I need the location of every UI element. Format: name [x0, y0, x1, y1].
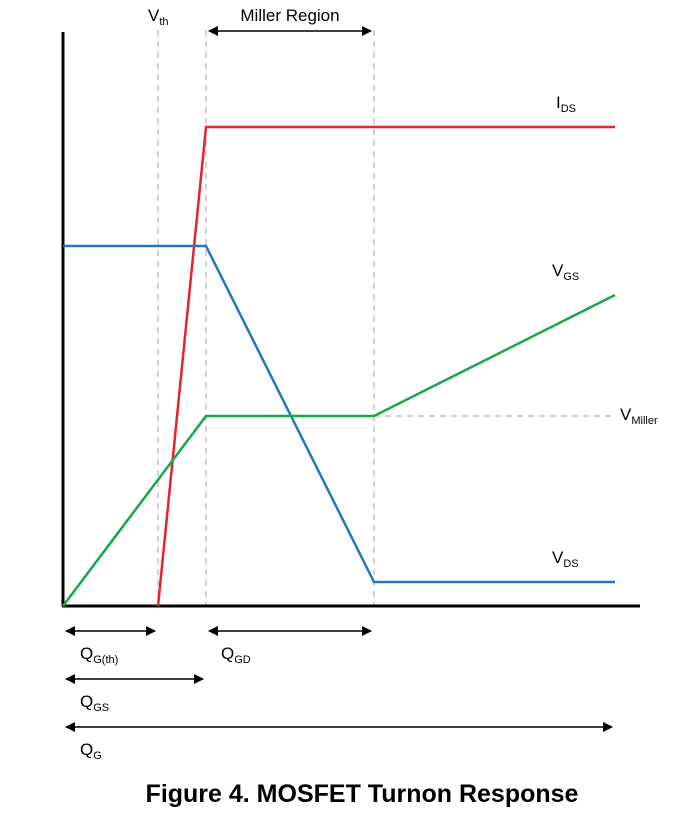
qgd-label: QGD [221, 644, 251, 666]
miller-region-label: Miller Region [240, 6, 339, 25]
ids-curve [156, 125, 615, 607]
qgs-label: QGS [80, 692, 109, 714]
vgs-label: VGS [552, 261, 579, 283]
vds-label: VDS [552, 548, 579, 570]
ids-label: IDS [556, 93, 576, 115]
vds-curve [63, 244, 615, 584]
vgs-curve [62, 293, 616, 607]
qg-label: QG [80, 740, 102, 762]
figure-caption: Figure 4. MOSFET Turnon Response [146, 780, 579, 808]
vmiller-label: VMiller [620, 405, 658, 427]
vth-label: Vth [148, 6, 169, 28]
qgth-label: QG(th) [80, 644, 118, 666]
